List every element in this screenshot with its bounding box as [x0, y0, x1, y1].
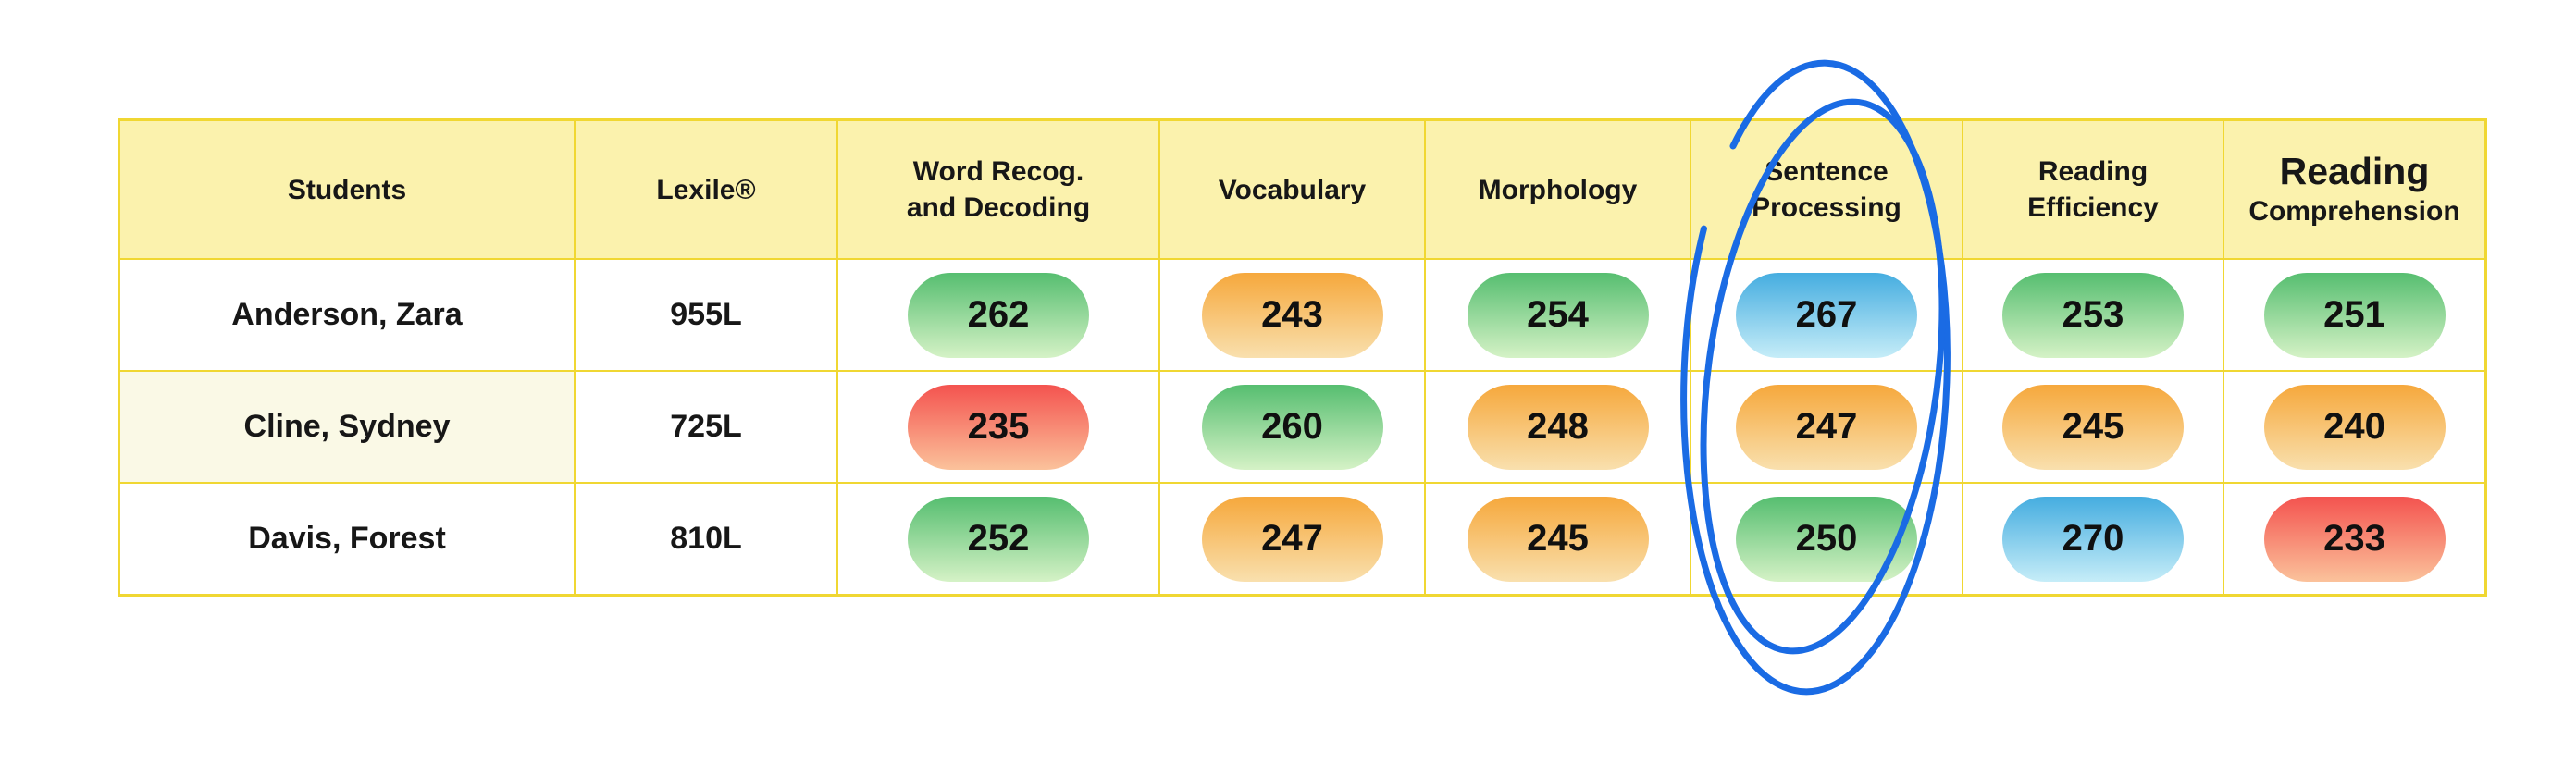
- score-pill-green: 254: [1467, 272, 1649, 358]
- score-cell-reading-efficiency: 245: [1962, 370, 2224, 484]
- table-body: Anderson, Zara 955L 262 243 254 267 253 251 Clin…: [118, 258, 2487, 597]
- header-label-line: Processing: [1752, 192, 1901, 223]
- score-cell-morphology: 245: [1424, 482, 1691, 597]
- score-pill-blue: 270: [2002, 496, 2184, 582]
- score-cell-word-recog-decoding: 252: [836, 482, 1160, 597]
- score-pill-orange: 245: [1467, 496, 1649, 582]
- score-cell-vocabulary: 243: [1158, 258, 1426, 372]
- score-cell-morphology: 248: [1424, 370, 1691, 484]
- student-row: Cline, Sydney 725L 235 260 248 247 245 240: [118, 370, 2487, 484]
- score-cell-vocabulary: 247: [1158, 482, 1426, 597]
- header-label-line: Morphology: [1478, 174, 1638, 205]
- header-row: Students Lexile® Word Recog. and Decoding Vo…: [118, 118, 2487, 260]
- column-header-lexile: Lexile®: [574, 118, 838, 260]
- column-header-vocabulary: Vocabulary: [1158, 118, 1426, 260]
- lexile-cell: 725L: [574, 370, 838, 484]
- column-header-reading-comprehension: Reading Comprehension: [2223, 118, 2487, 260]
- score-pill-orange: 248: [1467, 384, 1649, 470]
- header-label-line: Word Recog.: [912, 156, 1084, 187]
- score-pill-red: 233: [2263, 496, 2446, 582]
- header-label-line: Sentence: [1765, 156, 1889, 187]
- score-cell-reading-comprehension: 233: [2223, 482, 2487, 597]
- score-pill-green: 253: [2002, 272, 2184, 358]
- score-pill-orange: 245: [2002, 384, 2184, 470]
- column-header-students: Students: [118, 118, 576, 260]
- header-label-line: Lexile®: [656, 174, 756, 205]
- score-cell-vocabulary: 260: [1158, 370, 1426, 484]
- column-header-word-recog-decoding: Word Recog. and Decoding: [836, 118, 1160, 260]
- header-label-line: Students: [287, 174, 407, 205]
- score-pill-orange: 247: [1201, 496, 1383, 582]
- score-pill-green: 260: [1201, 384, 1383, 470]
- score-cell-reading-efficiency: 253: [1962, 258, 2224, 372]
- score-cell-morphology: 254: [1424, 258, 1691, 372]
- student-name-cell: Anderson, Zara: [118, 258, 576, 372]
- header-label-line: Reading: [2279, 149, 2430, 192]
- score-pill-green: 251: [2263, 272, 2446, 358]
- table-header: Students Lexile® Word Recog. and Decoding Vo…: [118, 118, 2487, 260]
- score-pill-green: 252: [908, 496, 1089, 582]
- student-row: Davis, Forest 810L 252 247 245 250 270 233: [118, 482, 2487, 597]
- header-label-line: Efficiency: [2027, 192, 2159, 223]
- student-name-cell: Davis, Forest: [118, 482, 576, 597]
- column-header-reading-efficiency: Reading Efficiency: [1962, 118, 2224, 260]
- score-cell-sentence-processing: 267: [1690, 258, 1963, 372]
- score-pill-orange: 247: [1736, 384, 1917, 470]
- score-cell-word-recog-decoding: 235: [836, 370, 1160, 484]
- score-pill-green: 250: [1736, 496, 1917, 582]
- score-pill-orange: 240: [2263, 384, 2446, 470]
- header-label-line: Reading: [2037, 156, 2149, 187]
- lexile-cell: 810L: [574, 482, 838, 597]
- lexile-cell: 955L: [574, 258, 838, 372]
- header-label-line: Vocabulary: [1218, 174, 1367, 205]
- score-pill-orange: 243: [1201, 272, 1383, 358]
- score-cell-sentence-processing: 250: [1690, 482, 1963, 597]
- score-cell-sentence-processing: 247: [1690, 370, 1963, 484]
- score-pill-red: 235: [908, 384, 1089, 470]
- score-cell-word-recog-decoding: 262: [836, 258, 1160, 372]
- column-header-morphology: Morphology: [1424, 118, 1691, 260]
- score-cell-reading-comprehension: 251: [2223, 258, 2487, 372]
- score-pill-blue: 267: [1736, 272, 1917, 358]
- student-row: Anderson, Zara 955L 262 243 254 267 253 251: [118, 258, 2487, 372]
- column-header-sentence-processing: Sentence Processing: [1690, 118, 1963, 260]
- score-cell-reading-efficiency: 270: [1962, 482, 2224, 597]
- header-label-line: Comprehension: [2248, 196, 2460, 228]
- student-name-cell: Cline, Sydney: [118, 370, 576, 484]
- score-pill-green: 262: [908, 272, 1089, 358]
- score-cell-reading-comprehension: 240: [2223, 370, 2487, 484]
- header-label-line: and Decoding: [906, 192, 1091, 223]
- student-scores-table: Students Lexile® Word Recog. and Decoding Vo…: [118, 118, 2487, 597]
